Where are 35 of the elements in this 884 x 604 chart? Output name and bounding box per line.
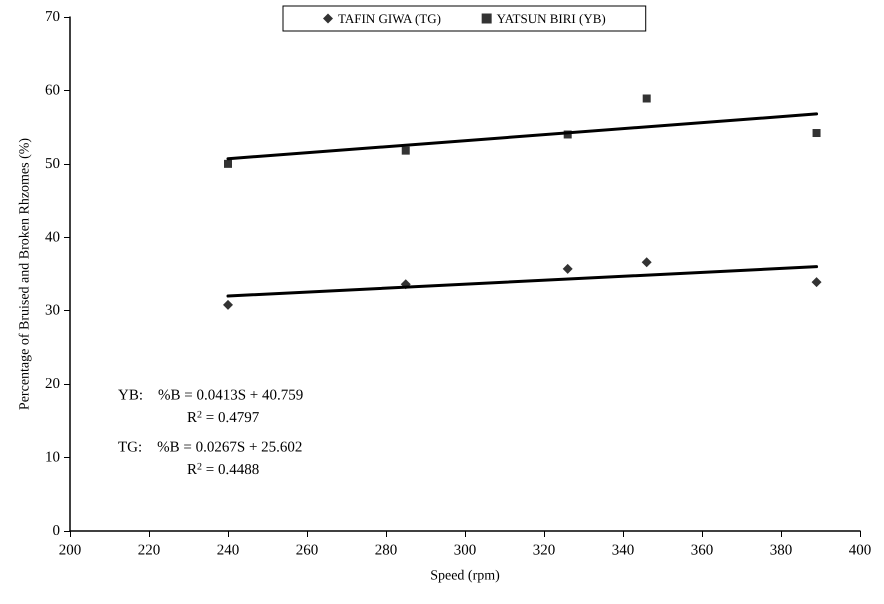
- point: [400, 279, 411, 290]
- x-tick-label: 360: [690, 542, 714, 558]
- point: [402, 146, 410, 155]
- x-tick-label: 320: [532, 542, 556, 558]
- point: [812, 277, 822, 288]
- x-tick-label: 220: [138, 542, 160, 558]
- x-tick-label: 200: [58, 542, 82, 558]
- point: [812, 129, 821, 138]
- x-tick-label: 380: [770, 542, 792, 558]
- y-tick-label: 50: [45, 156, 60, 172]
- x-tick-label: 260: [296, 542, 318, 558]
- x-tick-label: 280: [374, 542, 398, 558]
- y-tick-label: 40: [45, 229, 60, 246]
- y-tick-label: 20: [45, 376, 60, 392]
- annotation: TG: %B = 0.0267S + 25.602: [118, 440, 302, 456]
- x-tick-label: 400: [848, 542, 872, 558]
- y-tick-label: 0: [52, 523, 60, 539]
- y-axis-title: Percentage of Bruised and Broken Rhzomes (%): [18, 138, 32, 410]
- point: [642, 257, 652, 268]
- legend-label: TAFIN GIWA (TG): [338, 11, 441, 26]
- x-axis-title: Speed (rpm): [430, 568, 500, 584]
- x-tick-label: 240: [216, 542, 240, 558]
- y-tick-label: 10: [45, 450, 60, 466]
- y-tick-label: 60: [45, 82, 60, 98]
- point: [562, 264, 573, 274]
- point: [642, 94, 651, 103]
- annotation: YB: %B = 0.0413S + 40.759: [118, 388, 304, 404]
- y-tick-label: 70: [45, 9, 60, 25]
- point: [223, 300, 233, 310]
- y-tick-label: 30: [45, 302, 60, 319]
- point: [564, 130, 572, 138]
- x-tick-label: 300: [454, 542, 476, 558]
- legend-label: YATSUN BIRI (YB): [496, 11, 606, 26]
- x-tick-label: 340: [612, 542, 634, 558]
- point: [224, 160, 232, 168]
